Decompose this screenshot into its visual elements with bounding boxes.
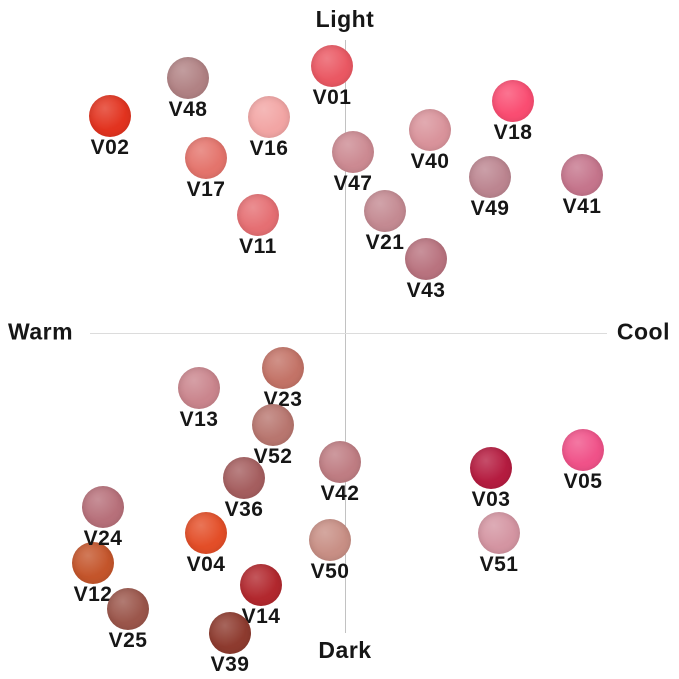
swatch-circle-v42 [319, 441, 361, 483]
axis-label-light: Light [315, 6, 375, 32]
swatch-circle-v02 [89, 95, 131, 137]
swatch-label-v24: V24 [83, 527, 123, 550]
swatch-label-v02: V02 [90, 136, 130, 159]
swatch-label-v14: V14 [241, 605, 281, 628]
swatch-label-v17: V17 [186, 178, 226, 201]
swatch-circle-v12 [72, 542, 114, 584]
horizontal-axis-line [90, 333, 607, 334]
swatch-label-v18: V18 [493, 121, 533, 144]
swatch-circle-v48 [167, 57, 209, 99]
swatch-circle-v50 [309, 519, 351, 561]
swatch-label-v48: V48 [168, 98, 208, 121]
swatch-label-v50: V50 [310, 560, 350, 583]
swatch-circle-v16 [248, 96, 290, 138]
swatch-label-v43: V43 [406, 279, 446, 302]
swatch-circle-v01 [311, 45, 353, 87]
swatch-circle-v47 [332, 131, 374, 173]
swatch-label-v12: V12 [73, 583, 113, 606]
vertical-axis-line [345, 40, 346, 633]
swatch-circle-v05 [562, 429, 604, 471]
axis-label-dark: Dark [318, 637, 372, 663]
axis-label-warm: Warm [8, 318, 74, 345]
swatch-circle-v13 [178, 367, 220, 409]
axis-label-cool: Cool [616, 318, 670, 345]
swatch-label-v11: V11 [239, 235, 277, 258]
swatch-circle-v40 [409, 109, 451, 151]
swatch-circle-v14 [240, 564, 282, 606]
swatch-label-v04: V04 [186, 553, 226, 576]
swatch-circle-v23 [262, 347, 304, 389]
swatch-label-v25: V25 [108, 629, 148, 652]
swatch-label-v16: V16 [249, 137, 289, 160]
swatch-label-v01: V01 [312, 86, 352, 109]
swatch-label-v42: V42 [320, 482, 360, 505]
swatch-label-v49: V49 [470, 197, 510, 220]
swatch-circle-v18 [492, 80, 534, 122]
swatch-circle-v52 [252, 404, 294, 446]
swatch-circle-v11 [237, 194, 279, 236]
swatch-label-v39: V39 [210, 653, 250, 676]
swatch-circle-v39 [209, 612, 251, 654]
swatch-label-v21: V21 [365, 231, 405, 254]
swatch-label-v05: V05 [563, 470, 603, 493]
swatch-circle-v41 [561, 154, 603, 196]
swatch-label-v52: V52 [253, 445, 293, 468]
swatch-label-v51: V51 [479, 553, 519, 576]
swatch-label-v47: V47 [333, 172, 373, 195]
swatch-label-v40: V40 [410, 150, 450, 173]
swatch-circle-v43 [405, 238, 447, 280]
swatch-label-v36: V36 [224, 498, 264, 521]
swatch-label-v13: V13 [179, 408, 219, 431]
swatch-label-v03: V03 [471, 488, 511, 511]
swatch-circle-v51 [478, 512, 520, 554]
swatch-label-v41: V41 [562, 195, 602, 218]
swatch-circle-v03 [470, 447, 512, 489]
swatch-circle-v04 [185, 512, 227, 554]
swatch-circle-v17 [185, 137, 227, 179]
swatch-circle-v21 [364, 190, 406, 232]
swatch-circle-v24 [82, 486, 124, 528]
swatch-circle-v36 [223, 457, 265, 499]
swatch-circle-v49 [469, 156, 511, 198]
swatch-circle-v25 [107, 588, 149, 630]
